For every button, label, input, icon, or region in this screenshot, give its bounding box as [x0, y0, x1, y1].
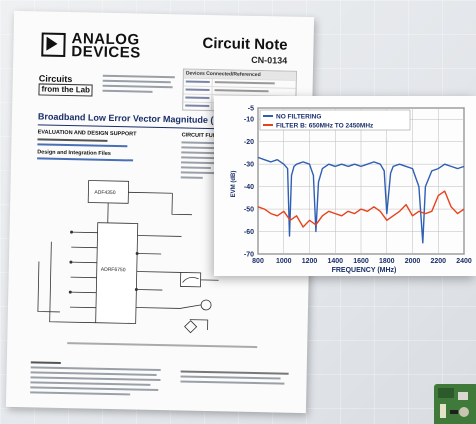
evm-chart: -5 -10 -20 -30 -40 -50 -60 -70 800 1000 1200 1400 1… [231, 106, 472, 275]
cft-line-1: Circuits [38, 73, 73, 85]
brand-line-2: DEVICES [71, 43, 141, 62]
footer-legal-text [30, 361, 161, 399]
chart-legend: NO FILTERING FILTER B: 650MHz TO 2450MHz [259, 109, 411, 131]
x-tick-label: 800 [252, 258, 264, 265]
circuit-schematic: ADF4350 ADRF6750 [37, 180, 219, 334]
x-axis-ticks: 800 1000 1200 1400 1600 1800 2000 2200 2400 [252, 258, 472, 265]
series-line-1 [257, 156, 465, 244]
circuit-board-image [434, 384, 476, 424]
circuit-note-document: ANALOG DEVICES Circuit Note CN-0134 Circ… [5, 10, 315, 414]
section-eval-heading: EVALUATION AND DESIGN SUPPORT [37, 129, 137, 138]
intro-text-block [102, 74, 175, 97]
circuits-from-the-lab-label: Circuits from the Lab [38, 73, 94, 97]
y-tick-label: -5 [248, 106, 254, 113]
x-tick-label: 1400 [327, 258, 343, 265]
chip-label-main: ADRF6750 [101, 267, 126, 274]
figure-caption [67, 342, 258, 351]
note-title: Circuit Note [202, 34, 288, 54]
chart-grid [257, 107, 465, 255]
x-tick-label: 1000 [276, 258, 292, 265]
y-tick-label: -60 [244, 229, 254, 236]
x-tick-label: 1200 [302, 258, 318, 265]
footer-address-text [180, 370, 290, 387]
analog-devices-logo: ANALOG DEVICES [41, 30, 141, 62]
x-tick-label: 2000 [405, 258, 421, 265]
x-tick-label: 2400 [456, 258, 472, 265]
evm-plot-card: -5 -10 -20 -30 -40 -50 -60 -70 800 1000 1200 1400 1… [214, 96, 476, 276]
y-tick-label: -20 [244, 139, 254, 146]
note-number: CN-0134 [251, 54, 288, 66]
x-tick-label: 2200 [430, 258, 446, 265]
note-title-block: Circuit Note CN-0134 [202, 34, 288, 66]
legend-box [259, 109, 411, 131]
y-tick-label: -10 [244, 117, 254, 124]
y-axis-ticks: -5 -10 -20 -30 -40 -50 -60 -70 [244, 106, 254, 259]
y-tick-label: -30 [244, 162, 254, 169]
cft-line-2: from the Lab [38, 83, 94, 97]
legend-entry: NO FILTERING [276, 114, 321, 121]
y-tick-label: -50 [244, 207, 254, 214]
x-tick-label: 1600 [353, 258, 369, 265]
y-axis-label: EVM (dB) [231, 171, 237, 198]
y-tick-label: -70 [244, 252, 254, 259]
series-line-2 [257, 190, 465, 228]
chart-series [257, 156, 465, 244]
design-text [37, 157, 147, 164]
chip-label-top: ADF4350 [94, 190, 115, 196]
section-design-heading: Design and Integration Files [37, 149, 111, 157]
y-tick-label: -40 [244, 184, 254, 191]
logo-mark-icon [41, 32, 66, 57]
x-axis-label: FREQUENCY (MHz) [332, 267, 397, 274]
x-tick-label: 1800 [379, 258, 395, 265]
legend-entry: FILTER B: 650MHz TO 2450MHz [276, 123, 374, 130]
